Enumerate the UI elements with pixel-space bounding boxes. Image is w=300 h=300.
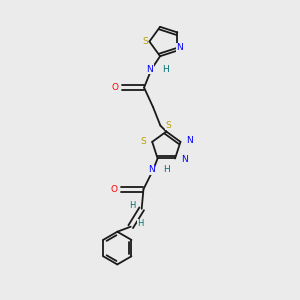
Text: S: S	[142, 37, 148, 46]
Text: S: S	[166, 121, 172, 130]
Text: H: H	[129, 201, 135, 210]
Text: H: H	[137, 219, 144, 228]
Text: N: N	[146, 65, 153, 74]
Text: N: N	[181, 155, 188, 164]
Text: N: N	[176, 43, 183, 52]
Text: O: O	[111, 185, 118, 194]
Text: S: S	[140, 137, 146, 146]
Text: N: N	[148, 165, 154, 174]
Text: H: H	[162, 65, 169, 74]
Text: H: H	[164, 165, 170, 174]
Text: N: N	[186, 136, 193, 145]
Text: O: O	[111, 83, 118, 92]
